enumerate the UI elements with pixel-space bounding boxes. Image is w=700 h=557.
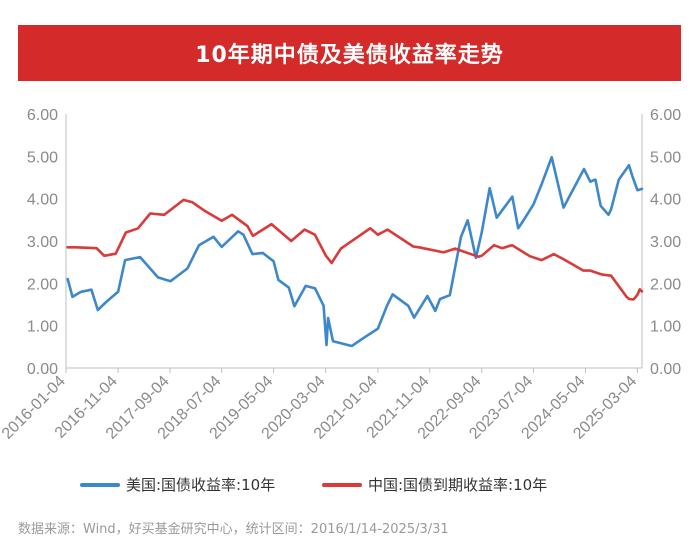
y-tick-label-right: 5.00 [650,149,681,166]
y-tick-label-left: 0.00 [27,361,58,378]
y-tick-label-right: 1.00 [650,319,681,336]
chart-title-bar: 10年期中债及美债收益率走势 [18,25,681,81]
chart-title: 10年期中债及美债收益率走势 [195,43,504,68]
y-tick-label-right: 0.00 [650,361,681,378]
legend-label-us: 美国:国债收益率:10年 [126,476,276,494]
source-note: 数据来源：Wind，好买基金研究中心，统计区间：2016/1/14-2025/3… [18,522,449,537]
y-tick-label-right: 4.00 [650,192,681,209]
y-tick-label-left: 5.00 [27,149,58,166]
y-tick-label-left: 6.00 [27,107,58,124]
y-tick-label-left: 1.00 [27,319,58,336]
series-line-us [66,155,644,348]
legend-item-cn: 中国:国债到期收益率:10年 [322,474,547,495]
y-tick-label-left: 4.00 [27,192,58,209]
series-line-cn [66,198,644,301]
legend-swatch-us [80,482,120,487]
legend-item-us: 美国:国债收益率:10年 [80,474,275,495]
y-tick-label-right: 2.00 [650,276,681,293]
chart-legend: 美国:国债收益率:10年 中国:国债到期收益率:10年 [0,474,700,498]
legend-label-cn: 中国:国债到期收益率:10年 [368,476,548,494]
y-tick-label-left: 2.00 [27,276,58,293]
legend-swatch-cn [322,482,362,487]
y-tick-label-left: 3.00 [27,234,58,251]
y-tick-label-right: 6.00 [650,107,681,124]
y-tick-label-right: 3.00 [650,234,681,251]
